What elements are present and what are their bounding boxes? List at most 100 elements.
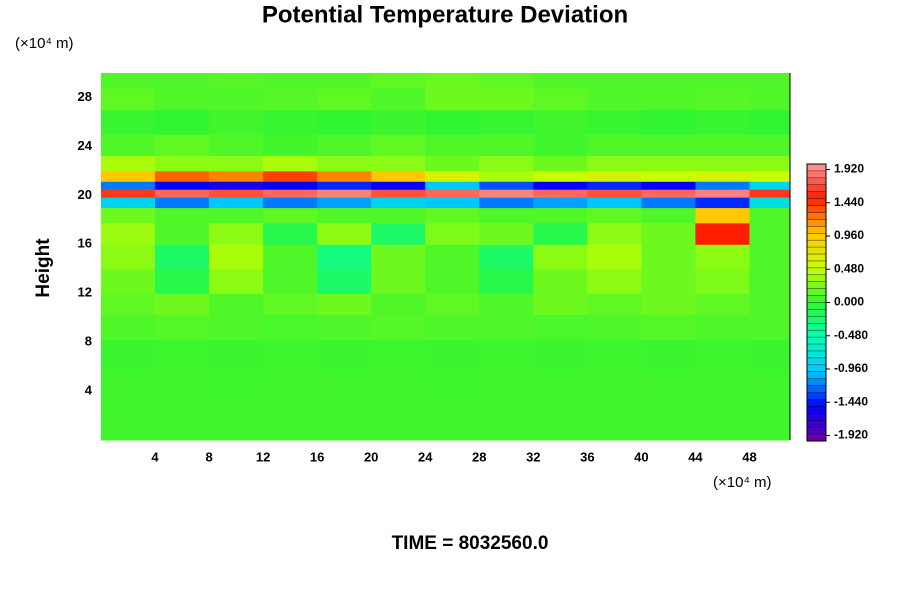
- heat-cell: [101, 409, 156, 441]
- colorbar-band: [807, 274, 826, 283]
- heat-cell: [749, 189, 791, 198]
- heat-cell: [101, 109, 156, 135]
- heat-cell: [425, 314, 480, 340]
- x-tick-label: 28: [472, 449, 486, 464]
- heat-cell: [263, 88, 318, 111]
- heat-cell: [479, 197, 534, 209]
- heat-cell: [425, 155, 480, 172]
- heat-cell: [479, 88, 534, 111]
- heat-cell: [587, 222, 642, 245]
- heat-cell: [317, 73, 372, 89]
- heat-cell: [209, 73, 264, 89]
- heat-cell: [749, 88, 791, 111]
- heat-cell: [533, 222, 588, 245]
- heat-cell: [533, 409, 588, 441]
- heat-cell: [425, 181, 480, 190]
- heat-cell: [317, 109, 372, 135]
- heat-cell: [749, 339, 791, 374]
- heat-cell: [209, 134, 264, 157]
- heat-cell: [101, 207, 156, 224]
- heat-cell: [533, 181, 588, 190]
- heat-cell: [317, 293, 372, 316]
- heat-cell: [155, 109, 210, 135]
- heat-cell: [641, 197, 696, 209]
- heat-cell: [425, 73, 480, 89]
- colorbar-tick-label: 0.960: [834, 228, 864, 242]
- heat-cell: [749, 109, 791, 135]
- x-tick-label: 12: [256, 449, 270, 464]
- colorbar-band: [807, 205, 826, 213]
- heat-cell: [371, 339, 426, 374]
- heat-cell: [533, 293, 588, 316]
- colorbar-band: [807, 378, 826, 386]
- heat-cell: [749, 155, 791, 172]
- heat-cell: [749, 181, 791, 190]
- y-tick-label: 24: [78, 138, 93, 153]
- heat-cell: [533, 88, 588, 111]
- colorbar-band: [807, 164, 826, 172]
- heat-cell: [371, 109, 426, 135]
- heat-cell: [425, 88, 480, 111]
- colorbar-band: [807, 427, 826, 435]
- heat-cell: [263, 207, 318, 224]
- heat-cell: [587, 314, 642, 340]
- heat-cell: [533, 339, 588, 374]
- heat-cell: [695, 109, 750, 135]
- colorbar-band: [807, 350, 826, 359]
- heat-cell: [317, 181, 372, 190]
- heat-cell: [533, 314, 588, 340]
- heat-cell: [317, 409, 372, 441]
- heat-cell: [479, 170, 534, 182]
- heat-cell: [155, 372, 210, 410]
- heat-cell: [587, 244, 642, 270]
- heat-cell: [317, 170, 372, 182]
- colorbar-band: [807, 191, 826, 199]
- heat-cell: [155, 314, 210, 340]
- heat-cell: [533, 244, 588, 270]
- heat-cell: [695, 197, 750, 209]
- x-tick-label: 44: [688, 449, 703, 464]
- heat-cell: [479, 134, 534, 157]
- heat-cell: [425, 109, 480, 135]
- heat-cell: [155, 134, 210, 157]
- heat-cell: [371, 170, 426, 182]
- y-tick-label: 20: [78, 187, 92, 202]
- y-tick-label: 16: [78, 236, 92, 251]
- colorbar-band: [807, 226, 826, 234]
- colorbar-band: [807, 392, 826, 400]
- heat-cell: [209, 155, 264, 172]
- heat-cell: [695, 88, 750, 111]
- heat-cell: [641, 189, 696, 198]
- heat-cell: [749, 268, 791, 294]
- heat-cell: [263, 181, 318, 190]
- x-tick-label: 20: [364, 449, 378, 464]
- x-tick-label: 16: [310, 449, 324, 464]
- heat-cell: [155, 207, 210, 224]
- heat-cell: [371, 155, 426, 172]
- heat-cell: [641, 409, 696, 441]
- heat-cell: [101, 170, 156, 182]
- heat-cell: [749, 314, 791, 340]
- heat-cell: [209, 222, 264, 245]
- x-tick-label: 4: [151, 449, 159, 464]
- heat-cell: [749, 207, 791, 224]
- heat-cell: [317, 339, 372, 374]
- heat-cell: [587, 73, 642, 89]
- heat-cell: [317, 314, 372, 340]
- heat-cell: [101, 181, 156, 190]
- heat-cell: [263, 244, 318, 270]
- heat-cell: [695, 181, 750, 190]
- heat-cell: [641, 268, 696, 294]
- colorbar-band: [807, 170, 826, 179]
- heat-cell: [587, 88, 642, 111]
- heat-cell: [101, 244, 156, 270]
- heat-cell: [101, 314, 156, 340]
- heat-cell: [371, 88, 426, 111]
- colorbar-band: [807, 254, 826, 262]
- colorbar-band: [807, 344, 826, 352]
- heat-cell: [101, 372, 156, 410]
- heat-cell: [209, 314, 264, 340]
- heat-cell: [209, 372, 264, 410]
- heat-cell: [425, 409, 480, 441]
- colorbar-band: [807, 420, 826, 428]
